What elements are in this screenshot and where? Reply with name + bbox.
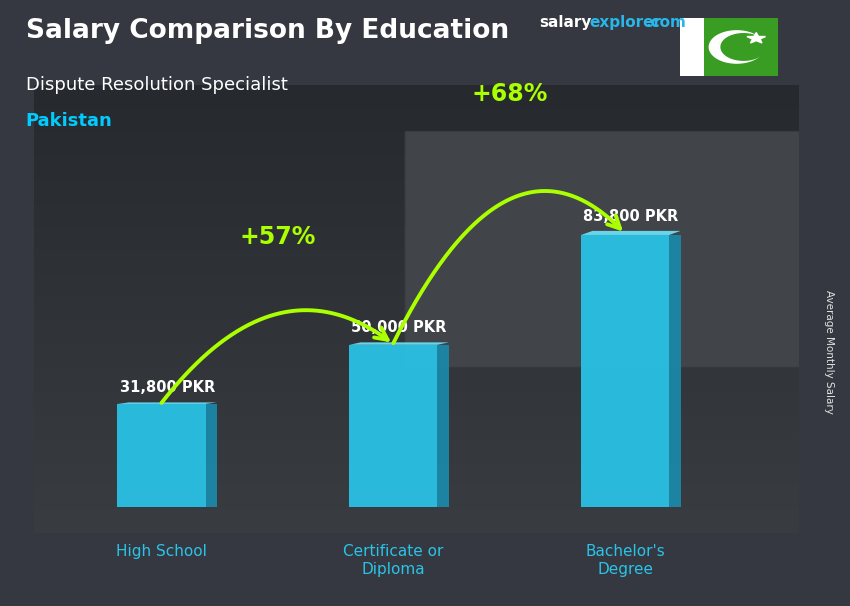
Polygon shape — [117, 402, 217, 404]
Bar — [705, 18, 778, 76]
Bar — [117, 404, 206, 507]
Polygon shape — [710, 31, 764, 63]
Text: Salary Comparison By Education: Salary Comparison By Education — [26, 18, 508, 44]
Bar — [669, 235, 681, 507]
Text: .com: .com — [645, 15, 686, 30]
Text: 50,000 PKR: 50,000 PKR — [351, 320, 447, 335]
Bar — [581, 235, 669, 507]
Bar — [349, 345, 438, 507]
Bar — [438, 345, 449, 507]
Bar — [680, 18, 705, 76]
Polygon shape — [349, 342, 449, 345]
Text: 83,800 PKR: 83,800 PKR — [583, 208, 678, 224]
Text: Average Monthly Salary: Average Monthly Salary — [824, 290, 834, 413]
Polygon shape — [721, 34, 766, 60]
Text: +68%: +68% — [471, 82, 547, 105]
Text: +57%: +57% — [239, 225, 315, 249]
Text: explorer: explorer — [589, 15, 661, 30]
Polygon shape — [747, 33, 766, 43]
Text: salary: salary — [540, 15, 592, 30]
Text: Dispute Resolution Specialist: Dispute Resolution Specialist — [26, 76, 287, 94]
Text: 31,800 PKR: 31,800 PKR — [120, 380, 215, 395]
Bar — [206, 404, 217, 507]
Text: Pakistan: Pakistan — [26, 112, 112, 130]
Polygon shape — [581, 231, 681, 235]
